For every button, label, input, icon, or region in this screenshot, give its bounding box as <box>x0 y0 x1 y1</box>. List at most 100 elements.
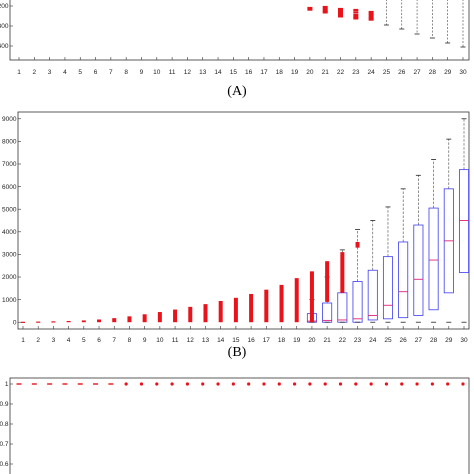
y-tick-label: 0.7 <box>0 441 9 448</box>
outlier-band <box>142 314 147 323</box>
x-tick-label: 18 <box>278 337 286 344</box>
outlier-band <box>21 321 25 323</box>
y-tick-label: 9000 <box>2 116 17 123</box>
x-tick-label: 30 <box>459 69 467 76</box>
x-tick-label: 4 <box>67 337 71 344</box>
x-tick-label: 10 <box>156 337 164 344</box>
box <box>367 269 378 321</box>
x-tick-label: 12 <box>187 337 195 344</box>
x-tick-label: 5 <box>82 337 86 344</box>
x-tick-label: 2 <box>32 69 36 76</box>
x-tick-label: 6 <box>97 337 101 344</box>
x-tick-label: 26 <box>400 337 408 344</box>
y-tick-label: 2000 <box>2 274 17 281</box>
x-tick-label: 19 <box>291 69 299 76</box>
x-tick-label: 5 <box>78 69 82 76</box>
y-tick-label: -400 <box>0 43 9 50</box>
x-tick-label: 20 <box>308 337 316 344</box>
x-tick-label: 7 <box>109 69 113 76</box>
box <box>458 169 469 273</box>
panel-b-caption: (B) <box>228 345 247 360</box>
value-marker <box>277 382 281 386</box>
y-tick-label: 3000 <box>2 252 17 259</box>
x-tick-label: 21 <box>322 69 330 76</box>
y-tick-label: 0.8 <box>0 421 9 428</box>
x-tick-label: 14 <box>214 69 222 76</box>
x-tick-label: 24 <box>368 69 376 76</box>
y-tick-label: 1 <box>5 381 9 388</box>
y-tick-label: 5000 <box>2 206 17 213</box>
x-tick-label: 14 <box>217 337 225 344</box>
y-tick-label: -200 <box>0 3 9 10</box>
x-tick-label: 22 <box>339 337 347 344</box>
outlier-band <box>97 319 102 323</box>
x-tick-label: 15 <box>230 69 238 76</box>
value-marker <box>308 382 312 386</box>
panel-a-chart: 1 2 3 4 5 6 7 8 9 10 11 12 13 14 15 16 17 18 19 20 21 22 23 24 2… <box>0 0 470 76</box>
outlier-band <box>66 320 71 323</box>
x-tick-label: 4 <box>63 69 67 76</box>
x-tick-label: 6 <box>94 69 98 76</box>
panel-b-chart: 1 2 3 4 5 6 7 8 9 10 11 12 13 14 15 16 17 18 19 20 21 22 23 24 2… <box>2 111 470 344</box>
value-marker <box>430 382 434 386</box>
value-marker <box>139 382 144 386</box>
outlier-band <box>203 304 208 323</box>
value-marker <box>323 382 327 386</box>
x-tick-label: 17 <box>263 337 271 344</box>
y-tick-label: 6000 <box>2 184 17 191</box>
x-tick-label: 28 <box>430 337 438 344</box>
x-tick-label: 9 <box>143 337 147 344</box>
value-marker <box>155 382 159 386</box>
value-marker <box>461 382 465 386</box>
x-tick-label: 3 <box>48 69 52 76</box>
x-tick-label: 17 <box>260 69 268 76</box>
outlier-band <box>173 309 178 323</box>
x-tick-label: 16 <box>245 69 253 76</box>
panel-a-caption: (A) <box>227 84 247 99</box>
x-tick-label: 16 <box>247 337 255 344</box>
outlier-band <box>249 293 254 323</box>
x-tick-label: 2 <box>36 337 40 344</box>
x-tick-label: 27 <box>413 69 421 76</box>
x-tick-label: 1 <box>17 69 21 76</box>
x-tick-label: 27 <box>415 337 423 344</box>
outlier-band <box>36 321 41 323</box>
value-marker <box>170 382 174 386</box>
value-marker <box>292 382 297 386</box>
box <box>428 207 439 311</box>
panel-c-chart: 1 0.9 0.8 0.7 0.6 <box>0 377 470 474</box>
x-tick-label: 3 <box>52 337 56 344</box>
outlier-band <box>279 284 284 323</box>
x-tick-label: 25 <box>384 337 392 344</box>
value-marker <box>415 382 419 386</box>
x-tick-label: 1 <box>21 337 25 344</box>
value-marker <box>185 382 190 386</box>
value-marker <box>384 382 389 386</box>
x-tick-label: 25 <box>383 69 391 76</box>
outlier-band <box>264 289 269 323</box>
box <box>413 224 424 316</box>
y-tick-label: 1000 <box>2 297 17 304</box>
x-tick-label: 11 <box>169 69 176 76</box>
y-tick-label: 7000 <box>2 161 17 168</box>
outlier-band <box>309 271 314 323</box>
x-tick-label: 22 <box>337 69 345 76</box>
y-tick-label: 0.9 <box>0 401 9 408</box>
outlier-band <box>355 241 360 248</box>
x-tick-label: 23 <box>354 337 362 344</box>
outlier-band <box>157 312 162 323</box>
box <box>398 241 409 319</box>
x-tick-label: 28 <box>429 69 437 76</box>
value-marker <box>446 382 450 386</box>
y-tick-label: 8000 <box>2 139 17 146</box>
panel-c-plot-frame <box>9 377 470 474</box>
x-tick-label: 13 <box>199 69 207 76</box>
value-marker <box>400 382 404 386</box>
x-tick-label: 21 <box>324 337 332 344</box>
outlier-band <box>294 278 299 323</box>
outlier-band <box>188 306 193 323</box>
x-tick-label: 10 <box>153 69 161 76</box>
outlier-band <box>81 320 86 323</box>
x-tick-label: 7 <box>112 337 116 344</box>
x-tick-label: 23 <box>352 69 360 76</box>
